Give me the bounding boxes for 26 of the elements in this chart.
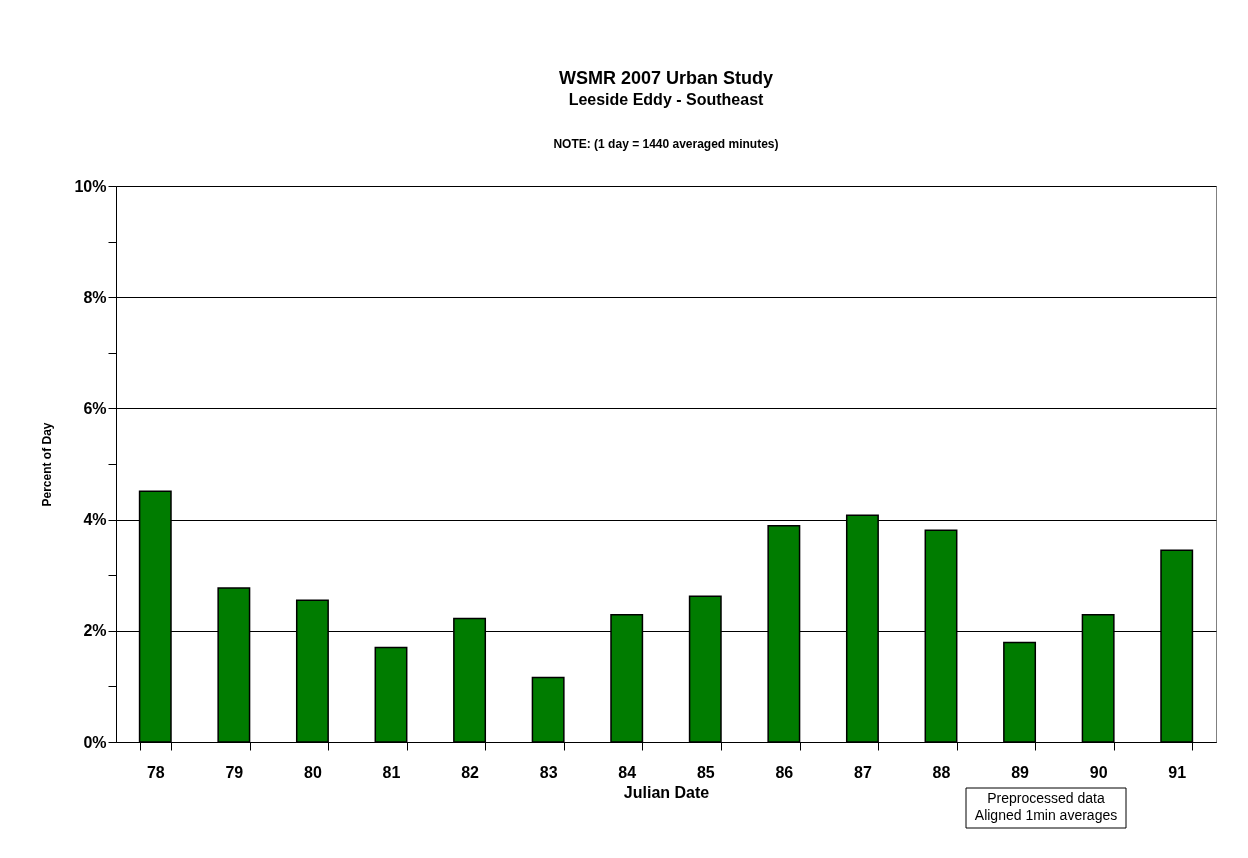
x-tick-label: 85 xyxy=(696,763,715,781)
x-tick-label: 84 xyxy=(618,763,637,781)
y-tick-label: 10% xyxy=(74,177,107,195)
x-tick-label: 91 xyxy=(1168,763,1187,781)
x-tick-label: 79 xyxy=(225,763,244,781)
x-tick-label: 88 xyxy=(932,763,951,781)
y-tick-label: 8% xyxy=(83,288,107,306)
y-tick-label: 0% xyxy=(83,733,107,751)
x-axis-title: Julian Date xyxy=(623,783,710,801)
chart-title: WSMR 2007 Urban Study xyxy=(558,68,774,88)
x-tick-label: 90 xyxy=(1089,763,1108,781)
x-tick-label: 86 xyxy=(775,763,794,781)
text: Preprocessed data Aligned 1min averages xyxy=(974,790,1118,823)
y-tick-label: 2% xyxy=(83,622,107,640)
y-tick-label: 6% xyxy=(83,399,107,417)
text: NOTE: (1 day = 1440 averaged minutes) xyxy=(553,137,779,151)
chart-subtitle: Leeside Eddy - Southeast xyxy=(568,91,765,108)
x-tick-label: 83 xyxy=(539,763,558,781)
x-tick-label: 78 xyxy=(146,763,165,781)
x-tick-label: 89 xyxy=(1011,763,1030,781)
x-tick-label: 82 xyxy=(461,763,480,781)
x-tick-label: 80 xyxy=(304,763,322,781)
y-axis-title: Percent of Day xyxy=(40,422,55,507)
x-tick-label: 87 xyxy=(854,763,872,781)
y-tick-label: 4% xyxy=(83,511,107,529)
x-tick-label: 81 xyxy=(382,763,401,781)
